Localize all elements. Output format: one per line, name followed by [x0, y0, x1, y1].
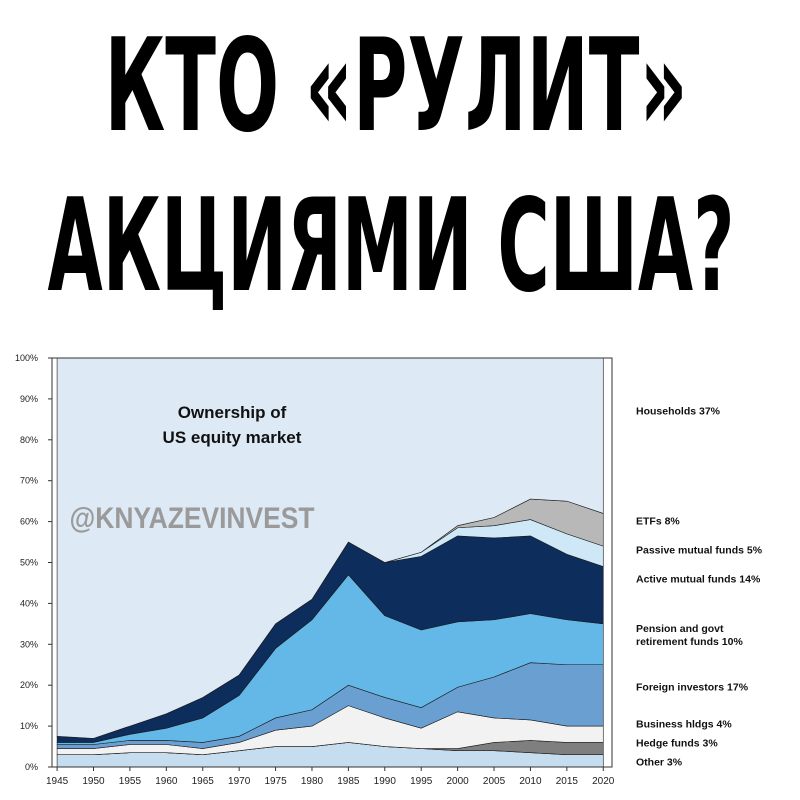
legend-label: Passive mutual funds 5% — [636, 544, 763, 557]
y-tick-label: 50% — [20, 558, 38, 568]
x-tick-label: 1955 — [119, 776, 142, 787]
x-tick-label: 2005 — [483, 776, 506, 787]
legend-label: Other 3% — [636, 756, 683, 769]
legend-label: Pension and govt retirement funds 10% — [636, 623, 743, 648]
legend-label: Business hldgs 4% — [636, 718, 732, 731]
x-tick-label: 1970 — [228, 776, 251, 787]
x-tick-label: 1975 — [264, 776, 287, 787]
x-tick-label: 1960 — [155, 776, 178, 787]
headline: КТО «РУЛИТ» — [105, 12, 688, 161]
y-tick-label: 80% — [20, 435, 38, 445]
headline: АКЦИЯМИ США? — [48, 172, 735, 321]
legend-label: Households 37% — [636, 405, 721, 418]
x-tick-label: 1965 — [192, 776, 215, 787]
x-tick-label: 1995 — [410, 776, 433, 787]
y-tick-label: 0% — [25, 762, 38, 772]
x-tick-label: 2000 — [446, 776, 469, 787]
legend-label: Hedge funds 3% — [636, 737, 718, 750]
watermark: @KNYAZEVINVEST — [70, 502, 315, 535]
y-tick-label: 70% — [20, 476, 38, 486]
legend-label: Foreign investors 17% — [636, 681, 749, 694]
chart-title: US equity market — [163, 428, 302, 447]
x-tick-label: 2015 — [556, 776, 579, 787]
y-tick-label: 20% — [20, 680, 38, 690]
legend-label: ETFs 8% — [636, 515, 680, 528]
x-tick-label: 1950 — [82, 776, 105, 787]
y-tick-label: 60% — [20, 517, 38, 527]
y-tick-label: 100% — [15, 353, 38, 363]
x-tick-label: 2020 — [592, 776, 615, 787]
x-tick-label: 1945 — [46, 776, 69, 787]
y-tick-label: 40% — [20, 598, 38, 608]
x-tick-label: 1990 — [374, 776, 397, 787]
x-tick-label: 1980 — [301, 776, 324, 787]
y-tick-label: 30% — [20, 639, 38, 649]
legend-label: Active mutual funds 14% — [636, 573, 761, 586]
x-tick-label: 2010 — [519, 776, 542, 787]
y-tick-label: 10% — [20, 721, 38, 731]
y-tick-label: 90% — [20, 394, 38, 404]
x-tick-label: 1985 — [337, 776, 360, 787]
chart-title: Ownership of — [178, 403, 287, 422]
